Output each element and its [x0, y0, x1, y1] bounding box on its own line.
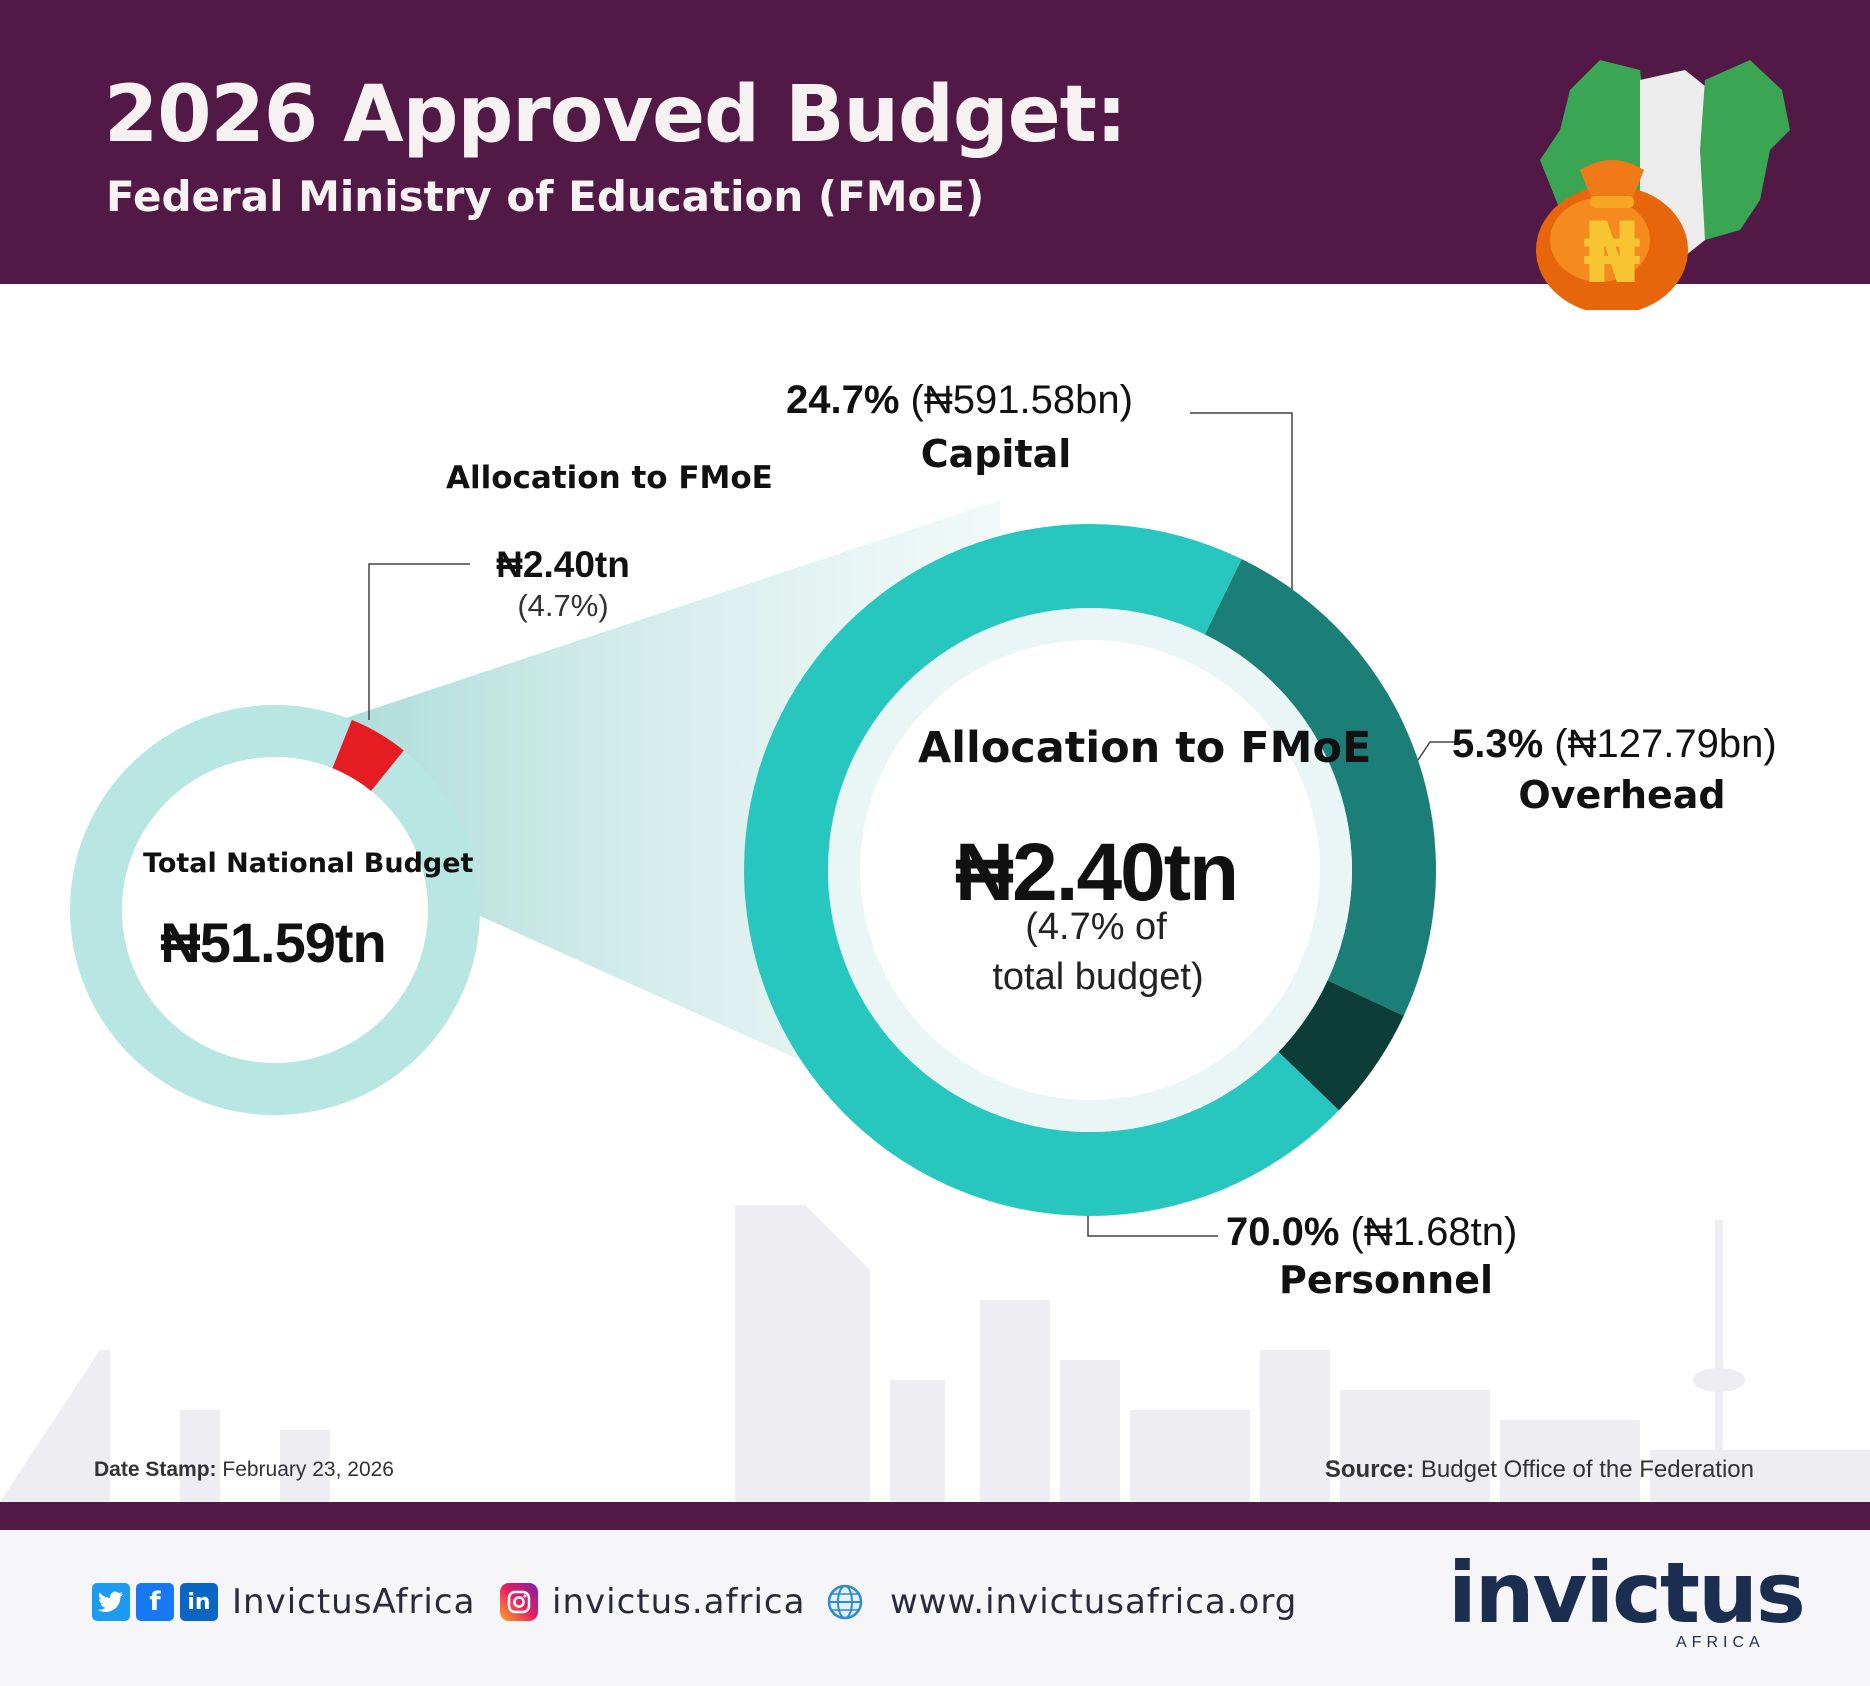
social-handle-text[interactable]: InvictusAfrica — [232, 1582, 476, 1622]
capital-percent-label: 24.7% (₦591.58bn) — [786, 378, 1133, 423]
date-stamp-value: February 23, 2026 — [222, 1458, 394, 1481]
social-handles: f in InvictusAfrica — [92, 1580, 475, 1624]
fmoe-callout-title: Allocation to FMoE — [446, 460, 773, 496]
fmoe-callout-value: ₦2.40tn — [496, 544, 630, 585]
linkedin-icon[interactable]: in — [180, 1583, 218, 1621]
fmoe-callout-percent: (4.7%) — [517, 588, 609, 623]
overhead-label: Overhead — [1518, 773, 1726, 817]
date-stamp: Date Stamp: February 23, 2026 — [94, 1458, 394, 1482]
website-url: www.invictusafrica.org — [890, 1582, 1298, 1622]
invictus-logo-sub: AFRICA — [1676, 1634, 1765, 1651]
facebook-icon[interactable]: f — [136, 1583, 174, 1621]
big-donut-center-title: Allocation to FMoE — [918, 723, 1372, 773]
footer — [0, 1530, 1870, 1686]
source-note: Source: Budget Office of the Federation — [1325, 1456, 1754, 1484]
overhead-amount: (₦127.79bn) — [1554, 722, 1777, 766]
leader-line-capital — [1190, 412, 1293, 592]
total-budget-donut — [70, 705, 481, 1115]
personnel-percent: 70.0% — [1226, 1210, 1340, 1254]
source-label: Source: — [1324, 1456, 1415, 1483]
globe-icon — [826, 1583, 864, 1621]
bag-tie — [1590, 196, 1634, 208]
overhead-percent-label: 5.3% (₦127.79bn) — [1452, 722, 1777, 767]
total-donut-slice-allocation-to-fmoe — [332, 719, 404, 791]
instagram-handle: invictus.africa — [552, 1582, 806, 1622]
personnel-label: Personnel — [1279, 1258, 1493, 1302]
personnel-amount: (₦1.68tn) — [1350, 1210, 1518, 1254]
page-title: 2026 Approved Budget: — [104, 70, 1127, 160]
map-right-shape — [1700, 60, 1790, 240]
nigeria-money-bag-icon: ₦ — [1536, 60, 1790, 310]
leader-lines — [368, 412, 1458, 1237]
total-donut-hole — [122, 757, 428, 1063]
website-link[interactable]: www.invictusafrica.org — [826, 1580, 1297, 1624]
fmoe-donut-slice-capital — [1204, 559, 1436, 1016]
big-donut-center-note-line2: total budget) — [992, 956, 1204, 998]
skyline-background — [0, 1205, 1870, 1502]
instagram-icon — [500, 1583, 538, 1621]
fmoe-allocation-donut — [743, 523, 1436, 1216]
source-value: Budget Office of the Federation — [1420, 1456, 1754, 1483]
bag-neck — [1580, 160, 1644, 200]
overhead-percent: 5.3% — [1452, 722, 1544, 766]
personnel-percent-label: 70.0% (₦1.68tn) — [1226, 1210, 1517, 1255]
big-donut-center-note-line1: (4.7% of — [1025, 906, 1167, 948]
small-donut-center-value: ₦51.59tn — [160, 911, 386, 974]
leader-line-overhead — [1417, 741, 1458, 761]
date-stamp-label: Date Stamp: — [94, 1458, 217, 1481]
twitter-icon[interactable] — [92, 1583, 130, 1621]
big-donut-center-value: ₦2.40tn — [954, 827, 1239, 918]
bag-currency-symbol: ₦ — [1583, 204, 1641, 302]
leader-line-personnel — [1087, 1206, 1218, 1237]
fmoe-donut-hole — [860, 640, 1320, 1100]
page-subtitle: Federal Ministry of Education (FMoE) — [106, 172, 985, 221]
bag-highlight — [1550, 198, 1650, 282]
footer-stripe — [0, 1502, 1870, 1530]
instagram-link[interactable]: invictus.africa — [500, 1580, 805, 1624]
invictus-logo: invictus — [1448, 1544, 1806, 1642]
capital-percent: 24.7% — [786, 378, 900, 422]
capital-amount: (₦591.58bn) — [910, 378, 1133, 422]
fmoe-donut-slice-personnel — [743, 523, 1339, 1216]
small-donut-center-label: Total National Budget — [143, 848, 474, 879]
fmoe-donut-slice-overhead — [1278, 980, 1404, 1111]
capital-label: Capital — [920, 432, 1072, 476]
leader-line-fmoe — [368, 563, 470, 720]
